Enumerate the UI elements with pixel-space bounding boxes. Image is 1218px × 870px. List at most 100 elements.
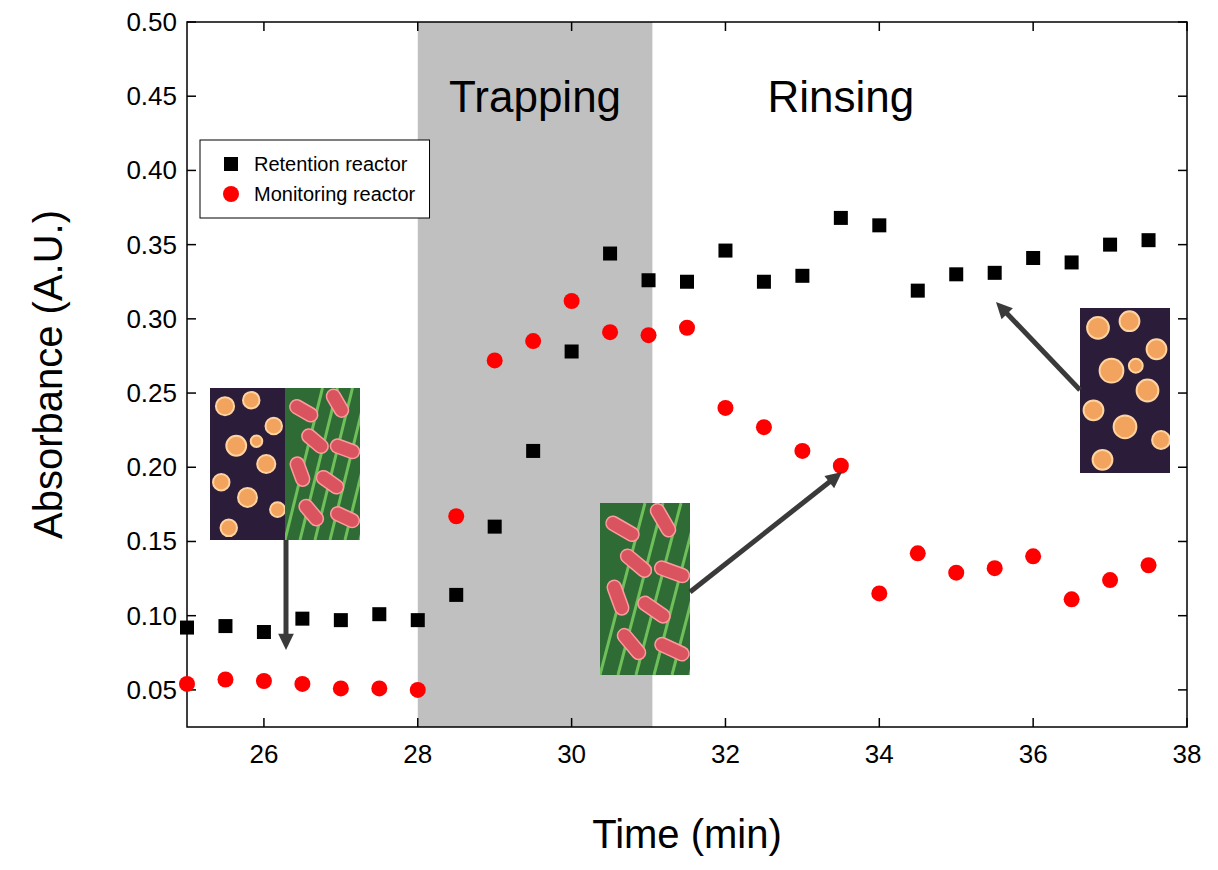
data-point [295,612,309,626]
y-tick [187,615,196,617]
chart: 262830323436380.050.100.150.200.250.300.… [0,0,1218,870]
x-tick-label: 32 [711,739,740,769]
yeast-cell [251,435,263,447]
data-point [372,607,386,621]
y-tick [187,21,196,23]
picture-background [210,388,285,540]
y-tick [187,318,196,320]
x-tick-label: 34 [865,739,894,769]
y-tick-right [1178,95,1187,97]
data-point [988,266,1002,280]
y-tick [187,541,196,543]
yeast-cell [1152,431,1170,449]
data-point [642,273,656,287]
data-point [564,293,580,309]
y-tick-right [1178,541,1187,543]
legend-marker [223,186,239,202]
y-tick-right [1178,170,1187,172]
y-tick-right [1178,689,1187,691]
x-tick [725,718,727,727]
data-point [294,676,310,692]
data-point [910,545,926,561]
x-tick-top [879,22,881,31]
data-point [1142,233,1156,247]
x-tick-top [263,22,265,31]
bacterium-rod [299,426,331,456]
annotation-text: Rinsing [767,72,914,121]
yeast-cell [1093,450,1113,470]
x-tick [1186,718,1188,727]
y-tick [187,244,196,246]
x-tick [879,718,881,727]
y-tick-label: 0.35 [126,230,177,260]
bacterium-rod [287,397,320,424]
x-tick [571,718,573,727]
data-point [448,508,464,524]
bacterium-rod [329,437,360,460]
y-tick-right [1178,21,1187,23]
bacterium-rod [603,514,641,544]
data-point [871,585,887,601]
yeast-cell [1114,415,1137,438]
data-point [411,613,425,627]
yeast-cell [1137,380,1159,402]
bacterium-rod [288,455,311,488]
x-tick-label: 26 [249,739,278,769]
yeast-cell [1129,359,1143,373]
y-tick-right [1178,615,1187,617]
arrow-head [996,302,1013,319]
plot-frame [187,22,1187,727]
yeast-cell [1087,317,1109,339]
arrow-shaft [1002,308,1080,390]
y-tick-label: 0.30 [126,304,177,334]
data-point [948,565,964,581]
y-tick [187,392,196,394]
arrow-shaft [690,477,836,592]
x-tick-label: 38 [1173,739,1202,769]
data-point [602,324,618,340]
data-point [833,458,849,474]
yeast-picture [1080,308,1170,473]
annotation-text: Trapping [449,72,621,121]
yeast-cell [1120,311,1140,331]
y-tick-label: 0.25 [126,378,177,408]
y-tick-label: 0.15 [126,526,177,556]
bacterium-rod [324,388,351,420]
data-point [334,613,348,627]
bacterium-rod [618,546,655,580]
y-tick-right [1178,467,1187,469]
y-tick-label: 0.20 [126,452,177,482]
data-point [834,211,848,225]
bacterium-rod [635,594,673,626]
data-point [680,275,694,289]
yeast-cell [213,474,230,491]
data-point [526,444,540,458]
bacterium-rod [653,635,690,663]
x-tick-label: 28 [403,739,432,769]
data-point [949,267,963,281]
x-tick-label: 30 [557,739,586,769]
data-point [987,560,1003,576]
data-point [1025,548,1041,564]
yeast-cell [270,502,285,517]
legend-label: Monitoring reactor [254,183,416,205]
bacterium-rod [648,503,678,539]
data-point [756,419,772,435]
yeast-picture [210,388,285,540]
legend: Retention reactorMonitoring reactor [200,140,430,218]
y-tick [187,467,196,469]
yeast-cell [1147,339,1167,359]
data-point [911,284,925,298]
y-axis-label: Absorbance (A.U.) [26,210,70,539]
legend-box [200,140,430,218]
x-tick-top [1032,22,1034,31]
bacterium-rod [605,578,630,617]
data-point [1064,591,1080,607]
data-point [872,218,886,232]
yeast-cell [238,488,257,507]
y-tick-label: 0.10 [126,601,177,631]
y-tick-right [1178,392,1187,394]
yeast-cell [1084,400,1104,420]
data-point [603,247,617,261]
data-point [488,520,502,534]
